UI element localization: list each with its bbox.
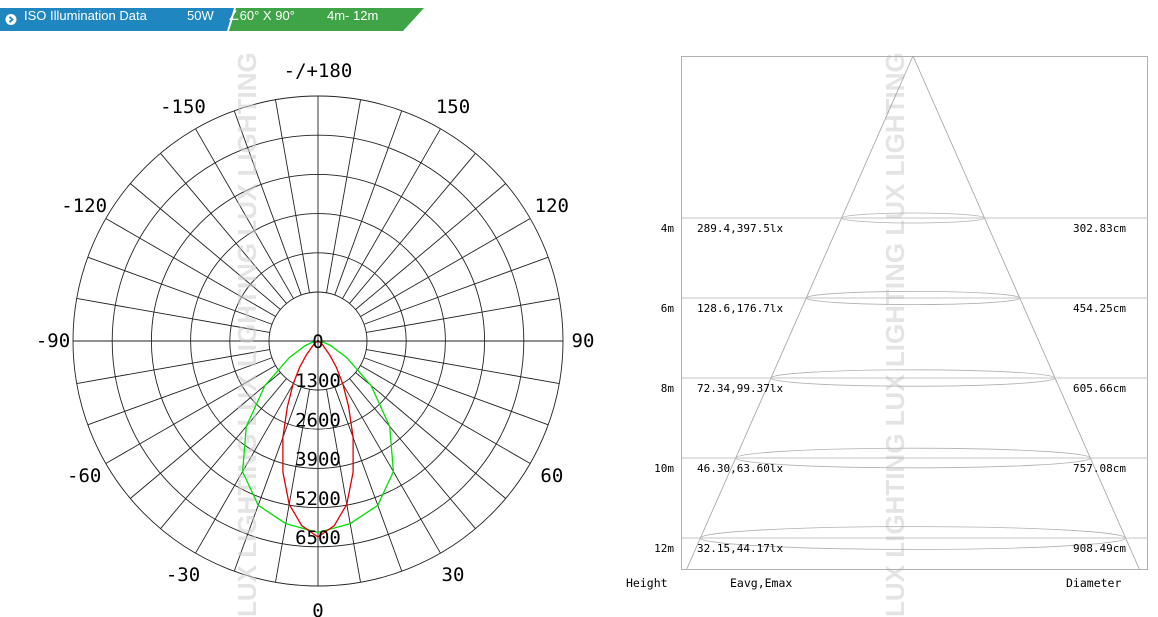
polar-spoke <box>355 183 506 310</box>
angle-label: -90 <box>36 330 70 352</box>
polar-spoke <box>76 298 270 333</box>
polar-spoke <box>275 99 310 293</box>
column-header-eavg: Eavg,Emax <box>730 576 792 590</box>
polar-spoke <box>349 153 476 304</box>
series-c0-curve <box>241 340 395 534</box>
radial-tick-label: 3900 <box>295 449 341 471</box>
watermark-text: LUX LIGHTING LUX LIGHTING LUX LIGHTING <box>232 52 262 617</box>
row-eavg-emax: 72.34,99.37lx <box>697 382 783 395</box>
cone-rows: 4m 289.4,397.5lx 302.83cm 6m 128.6,176.7lx 45… <box>654 55 1148 570</box>
radial-tick-label: 6500 <box>295 527 341 549</box>
polar-spoke <box>275 389 310 583</box>
polar-spoke <box>160 153 287 304</box>
column-header-diameter: Diameter <box>1066 576 1121 590</box>
angle-label: -120 <box>61 195 107 217</box>
polar-spoke <box>342 128 441 299</box>
angle-label: 120 <box>535 195 569 217</box>
beam-ellipse <box>805 290 1021 305</box>
row-height: 10m <box>654 462 674 475</box>
polar-spoke <box>366 298 560 333</box>
radial-tick-label: 1300 <box>295 370 341 392</box>
polar-spoke <box>105 218 276 317</box>
chevron-right-icon-glyph <box>8 16 14 23</box>
polar-spoke <box>363 256 549 325</box>
polar-spoke <box>160 378 287 529</box>
angle-label: 30 <box>442 564 465 586</box>
angle-label: -/+180 <box>284 60 353 82</box>
banner-blue-segment <box>0 8 234 31</box>
angle-label: -60 <box>67 465 101 487</box>
row-height: 6m <box>661 302 675 315</box>
polar-spoke <box>195 128 294 299</box>
polar-series <box>241 340 395 538</box>
polar-spoke <box>130 372 281 499</box>
chevron-right-icon <box>5 14 17 25</box>
radial-tick-label: 0 <box>312 331 323 353</box>
row-eavg-emax: 46.30,63.60lx <box>697 462 783 475</box>
row-height: 8m <box>661 382 675 395</box>
cone-diagram: LUX LIGHTING LUX LIGHTING LUX LIGHTING 4… <box>626 52 1148 617</box>
series-c90-curve <box>282 340 354 538</box>
polar-spoke <box>130 183 281 310</box>
angle-label: 90 <box>572 330 595 352</box>
polar-spoke <box>233 386 302 572</box>
polar-spoke <box>326 99 361 293</box>
polar-spoke <box>87 256 273 325</box>
row-height: 12m <box>654 542 674 555</box>
row-eavg-emax: 128.6,176.7lx <box>697 302 783 315</box>
polar-spoke <box>360 218 531 317</box>
cone-edge-left <box>686 55 914 570</box>
polar-spoke <box>366 349 560 384</box>
beam-ellipse <box>700 526 1126 550</box>
polar-spoke <box>233 110 302 296</box>
polar-spoke <box>76 349 270 384</box>
banner-text: ISO Illumination Data 50W ∠60° X 90° 4m-… <box>0 0 430 32</box>
banner-range: 4m- 12m <box>327 8 379 23</box>
row-diameter: 454.25cm <box>1073 302 1126 315</box>
watermark-text: LUX LIGHTING LUX LIGHTING LUX LIGHTING <box>880 52 910 617</box>
banner-power: 50W <box>187 8 214 23</box>
row-diameter: 757.08cm <box>1073 462 1126 475</box>
polar-spoke <box>105 365 276 464</box>
radial-tick-label: 2600 <box>295 409 341 431</box>
row-diameter: 302.83cm <box>1073 222 1126 235</box>
polar-spoke <box>355 372 506 499</box>
row-diameter: 605.66cm <box>1073 382 1126 395</box>
radial-tick-label: 5200 <box>295 488 341 510</box>
header-banner <box>0 8 424 31</box>
column-header-height: Height <box>626 576 668 590</box>
banner-green-segment <box>229 8 424 31</box>
angle-label: 150 <box>436 96 470 118</box>
polar-spoke <box>334 386 403 572</box>
angle-label: 60 <box>540 465 563 487</box>
polar-chart: LUX LIGHTING LUX LIGHTING LUX LIGHTING -… <box>36 52 595 617</box>
row-height: 4m <box>661 222 675 235</box>
polar-spoke <box>349 378 476 529</box>
angle-label: -30 <box>166 564 200 586</box>
polar-grid <box>72 95 564 587</box>
polar-spoke <box>363 357 549 426</box>
polar-spoke <box>326 389 361 583</box>
beam-ellipse <box>770 369 1056 387</box>
polar-spoke <box>342 383 441 554</box>
watermark-cone: LUX LIGHTING LUX LIGHTING LUX LIGHTING <box>880 52 910 617</box>
beam-ellipse <box>735 447 1091 469</box>
angle-label: 0 <box>312 600 323 617</box>
banner-title: ISO Illumination Data <box>24 8 147 23</box>
row-eavg-emax: 289.4,397.5lx <box>697 222 783 235</box>
cone-edge-right <box>912 55 1140 570</box>
polar-spoke <box>334 110 403 296</box>
angle-label: -150 <box>160 96 206 118</box>
cone-table-frame <box>681 56 1148 570</box>
polar-spoke <box>195 383 294 554</box>
polar-spoke <box>87 357 273 426</box>
radial-tick-labels: 0 1300 2600 3900 5200 6500 <box>295 331 341 549</box>
banner-angle: ∠60° X 90° <box>228 8 295 23</box>
row-diameter: 908.49cm <box>1073 542 1126 555</box>
polar-spoke <box>360 365 531 464</box>
watermark-polar: LUX LIGHTING LUX LIGHTING LUX LIGHTING <box>232 52 262 617</box>
angle-labels: -/+180 -150 150 -120 120 -90 90 -60 60 -30 30 0 <box>36 60 595 617</box>
beam-ellipse <box>841 212 985 224</box>
row-eavg-emax: 32.15,44.17lx <box>697 542 783 555</box>
